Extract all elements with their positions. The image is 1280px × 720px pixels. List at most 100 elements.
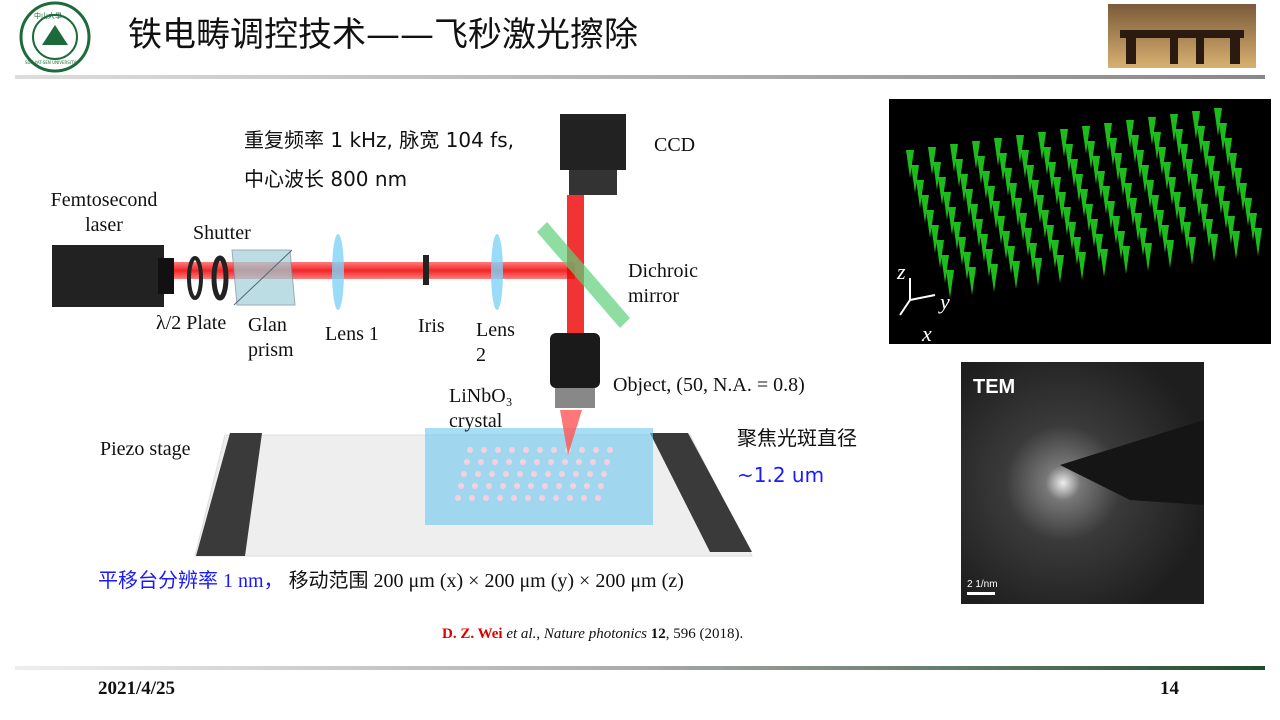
decoration bbox=[1210, 234, 1218, 262]
label-line: Dichroic bbox=[628, 260, 698, 282]
decoration bbox=[559, 471, 565, 477]
decoration bbox=[1173, 192, 1181, 220]
logo bbox=[19, 1, 91, 73]
array-image bbox=[889, 99, 1271, 344]
decoration bbox=[1158, 147, 1166, 175]
decoration bbox=[486, 483, 492, 489]
label: Femtosecond laser bbox=[40, 188, 168, 238]
decoration bbox=[1070, 159, 1078, 187]
authors: D. Z. Wei bbox=[442, 626, 503, 642]
decoration bbox=[1144, 243, 1152, 271]
decoration bbox=[992, 201, 1000, 229]
decoration bbox=[916, 180, 924, 208]
rest: , 596 (2018). bbox=[665, 626, 744, 642]
decoration bbox=[1254, 228, 1262, 256]
decoration bbox=[1146, 180, 1154, 208]
decoration bbox=[1129, 198, 1137, 226]
decoration bbox=[1092, 156, 1100, 184]
decoration bbox=[990, 264, 998, 292]
decoration bbox=[472, 483, 478, 489]
label: Dichroic mirror bbox=[628, 259, 698, 309]
decoration bbox=[1090, 219, 1098, 247]
axis-label: z bbox=[897, 259, 906, 284]
decoration bbox=[1224, 138, 1232, 166]
decoration bbox=[1190, 174, 1198, 202]
decoration bbox=[1012, 261, 1020, 289]
decoration bbox=[1053, 177, 1061, 205]
decoration bbox=[965, 189, 973, 217]
decoration bbox=[514, 483, 520, 489]
decoration bbox=[938, 177, 946, 205]
decoration bbox=[1024, 228, 1032, 256]
decoration bbox=[537, 447, 543, 453]
decoration bbox=[1122, 246, 1130, 274]
decoration bbox=[1188, 237, 1196, 265]
decoration bbox=[1036, 195, 1044, 223]
decoration bbox=[1192, 111, 1200, 139]
decoration bbox=[1156, 210, 1164, 238]
decoration bbox=[1046, 225, 1054, 253]
decoration bbox=[567, 495, 573, 501]
decoration bbox=[955, 159, 963, 187]
decoration bbox=[1170, 114, 1178, 142]
decoration bbox=[994, 138, 1002, 166]
logo-name: 中山大學 bbox=[34, 12, 62, 20]
label-line: Femtosecond bbox=[50, 189, 158, 211]
decoration bbox=[467, 447, 473, 453]
header-rule bbox=[15, 75, 1265, 79]
decoration bbox=[1078, 252, 1086, 280]
decoration bbox=[534, 459, 540, 465]
decoration bbox=[509, 447, 515, 453]
decoration bbox=[497, 495, 503, 501]
decoration bbox=[1131, 135, 1139, 163]
decoration bbox=[1244, 198, 1252, 226]
decoration bbox=[1212, 171, 1220, 199]
decoration bbox=[1034, 258, 1042, 286]
decoration bbox=[573, 471, 579, 477]
decoration bbox=[1073, 237, 1081, 265]
decoration bbox=[576, 459, 582, 465]
decoration bbox=[1161, 225, 1169, 253]
decoration bbox=[1097, 171, 1105, 199]
decoration bbox=[1104, 123, 1112, 151]
decoration bbox=[1009, 183, 1017, 211]
decoration bbox=[562, 459, 568, 465]
decoration bbox=[1014, 198, 1022, 226]
decoration bbox=[1163, 162, 1171, 190]
axis-label: x bbox=[922, 321, 932, 346]
decoration bbox=[1060, 129, 1068, 157]
decoration bbox=[1043, 147, 1051, 175]
label-line: 2 bbox=[476, 344, 486, 366]
decoration bbox=[587, 471, 593, 477]
decoration bbox=[977, 156, 985, 184]
decoration bbox=[1249, 213, 1257, 241]
label-line: crystal bbox=[449, 410, 503, 432]
decoration bbox=[503, 471, 509, 477]
decoration bbox=[946, 270, 954, 298]
decoration bbox=[1058, 192, 1066, 220]
label: LiNbO₃ crystal bbox=[449, 384, 513, 434]
label: CCD bbox=[654, 134, 696, 156]
decoration bbox=[1232, 231, 1240, 259]
decoration bbox=[948, 207, 956, 235]
decoration bbox=[553, 495, 559, 501]
label-line: prism bbox=[248, 339, 294, 361]
decoration bbox=[601, 471, 607, 477]
decoration bbox=[950, 144, 958, 172]
decoration bbox=[1080, 189, 1088, 217]
decoration bbox=[1107, 201, 1115, 229]
decoration bbox=[593, 447, 599, 453]
decoration bbox=[1102, 186, 1110, 214]
decoration bbox=[1153, 132, 1161, 160]
decoration bbox=[958, 237, 966, 265]
decoration bbox=[953, 222, 961, 250]
decoration bbox=[517, 471, 523, 477]
spot-label: 聚焦光斑直径 bbox=[737, 426, 857, 450]
label-line: LiNbO₃ bbox=[449, 385, 513, 407]
decoration bbox=[590, 459, 596, 465]
param: 中心波长 800 nm bbox=[244, 167, 408, 191]
label: Shutter bbox=[193, 222, 251, 244]
title: 铁电畴调控技术——飞秒激光擦除 bbox=[128, 15, 638, 55]
decoration bbox=[928, 147, 936, 175]
decoration bbox=[1175, 129, 1183, 157]
